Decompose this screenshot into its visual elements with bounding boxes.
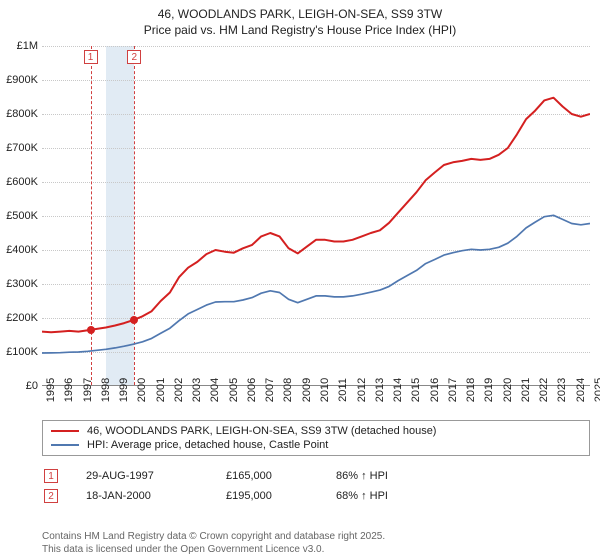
x-axis-label: 2014	[392, 378, 404, 402]
transaction-row: 1 29-AUG-1997 £165,000 86% ↑ HPI	[42, 466, 590, 486]
title-line-2: Price paid vs. HM Land Registry's House …	[0, 22, 600, 38]
x-axis-label: 2011	[337, 378, 349, 402]
x-axis-label: 2021	[520, 378, 532, 402]
y-axis-label: £600K	[0, 176, 38, 188]
transaction-date: 29-AUG-1997	[86, 470, 226, 482]
y-axis-label: £0	[0, 380, 38, 392]
x-axis-label: 2016	[429, 378, 441, 402]
legend-swatch-price-paid	[51, 430, 79, 433]
x-axis-label: 2004	[209, 378, 221, 402]
x-axis-label: 2015	[410, 378, 422, 402]
legend-swatch-hpi	[51, 444, 79, 446]
x-axis-label: 1998	[100, 378, 112, 402]
transaction-pct: 86% ↑ HPI	[336, 470, 426, 482]
x-axis-label: 1999	[118, 378, 130, 402]
x-axis-label: 2023	[556, 378, 568, 402]
x-axis-label: 2013	[374, 378, 386, 402]
transaction-date: 18-JAN-2000	[86, 490, 226, 502]
x-axis-label: 2009	[301, 378, 313, 402]
footer-line-1: Contains HM Land Registry data © Crown c…	[42, 530, 590, 543]
transaction-pct: 68% ↑ HPI	[336, 490, 426, 502]
chart-title: 46, WOODLANDS PARK, LEIGH-ON-SEA, SS9 3T…	[0, 0, 600, 38]
legend-label: HPI: Average price, detached house, Cast…	[87, 439, 328, 451]
transaction-marker-box: 1	[44, 469, 58, 483]
plot-region: £0£100K£200K£300K£400K£500K£600K£700K£80…	[42, 46, 590, 386]
y-axis-label: £800K	[0, 108, 38, 120]
transaction-price: £165,000	[226, 470, 336, 482]
x-axis-label: 2005	[228, 378, 240, 402]
title-line-1: 46, WOODLANDS PARK, LEIGH-ON-SEA, SS9 3T…	[0, 6, 600, 22]
x-axis-label: 2003	[191, 378, 203, 402]
legend: 46, WOODLANDS PARK, LEIGH-ON-SEA, SS9 3T…	[42, 420, 590, 456]
footer-attribution: Contains HM Land Registry data © Crown c…	[42, 530, 590, 556]
series-price_paid	[42, 98, 590, 333]
legend-label: 46, WOODLANDS PARK, LEIGH-ON-SEA, SS9 3T…	[87, 425, 436, 437]
x-axis-label: 2006	[246, 378, 258, 402]
transaction-marker-box: 1	[84, 50, 98, 64]
x-axis-label: 1995	[45, 378, 57, 402]
x-axis-label: 2008	[282, 378, 294, 402]
x-axis-label: 2019	[483, 378, 495, 402]
series-hpi	[42, 215, 590, 353]
y-axis-label: £200K	[0, 312, 38, 324]
x-axis-label: 2012	[356, 378, 368, 402]
x-axis-label: 2020	[502, 378, 514, 402]
legend-row: 46, WOODLANDS PARK, LEIGH-ON-SEA, SS9 3T…	[51, 425, 581, 437]
x-axis-label: 2018	[465, 378, 477, 402]
transaction-marker-box: 2	[127, 50, 141, 64]
x-axis-label: 2000	[136, 378, 148, 402]
line-series-svg	[42, 46, 590, 386]
y-axis-label: £500K	[0, 210, 38, 222]
transaction-row: 2 18-JAN-2000 £195,000 68% ↑ HPI	[42, 486, 590, 506]
x-axis-label: 2017	[447, 378, 459, 402]
x-axis-label: 2022	[538, 378, 550, 402]
transaction-price: £195,000	[226, 490, 336, 502]
y-axis-label: £300K	[0, 278, 38, 290]
transaction-marker-dot	[130, 316, 138, 324]
x-axis-label: 2024	[575, 378, 587, 402]
y-axis-label: £700K	[0, 142, 38, 154]
transaction-marker-box: 2	[44, 489, 58, 503]
x-axis-label: 2002	[173, 378, 185, 402]
footer-line-2: This data is licensed under the Open Gov…	[42, 543, 590, 556]
x-axis-label: 2007	[264, 378, 276, 402]
legend-row: HPI: Average price, detached house, Cast…	[51, 439, 581, 451]
y-axis-label: £1M	[0, 40, 38, 52]
transactions-table: 1 29-AUG-1997 £165,000 86% ↑ HPI 2 18-JA…	[42, 466, 590, 506]
y-axis-label: £900K	[0, 74, 38, 86]
x-axis-label: 2010	[319, 378, 331, 402]
x-axis-label: 1996	[63, 378, 75, 402]
x-axis-label: 2001	[155, 378, 167, 402]
x-axis-label: 2025	[593, 378, 600, 402]
x-axis-label: 1997	[82, 378, 94, 402]
transaction-marker-dot	[87, 326, 95, 334]
y-axis-label: £400K	[0, 244, 38, 256]
y-axis-label: £100K	[0, 346, 38, 358]
chart-area: £0£100K£200K£300K£400K£500K£600K£700K£80…	[42, 46, 590, 414]
